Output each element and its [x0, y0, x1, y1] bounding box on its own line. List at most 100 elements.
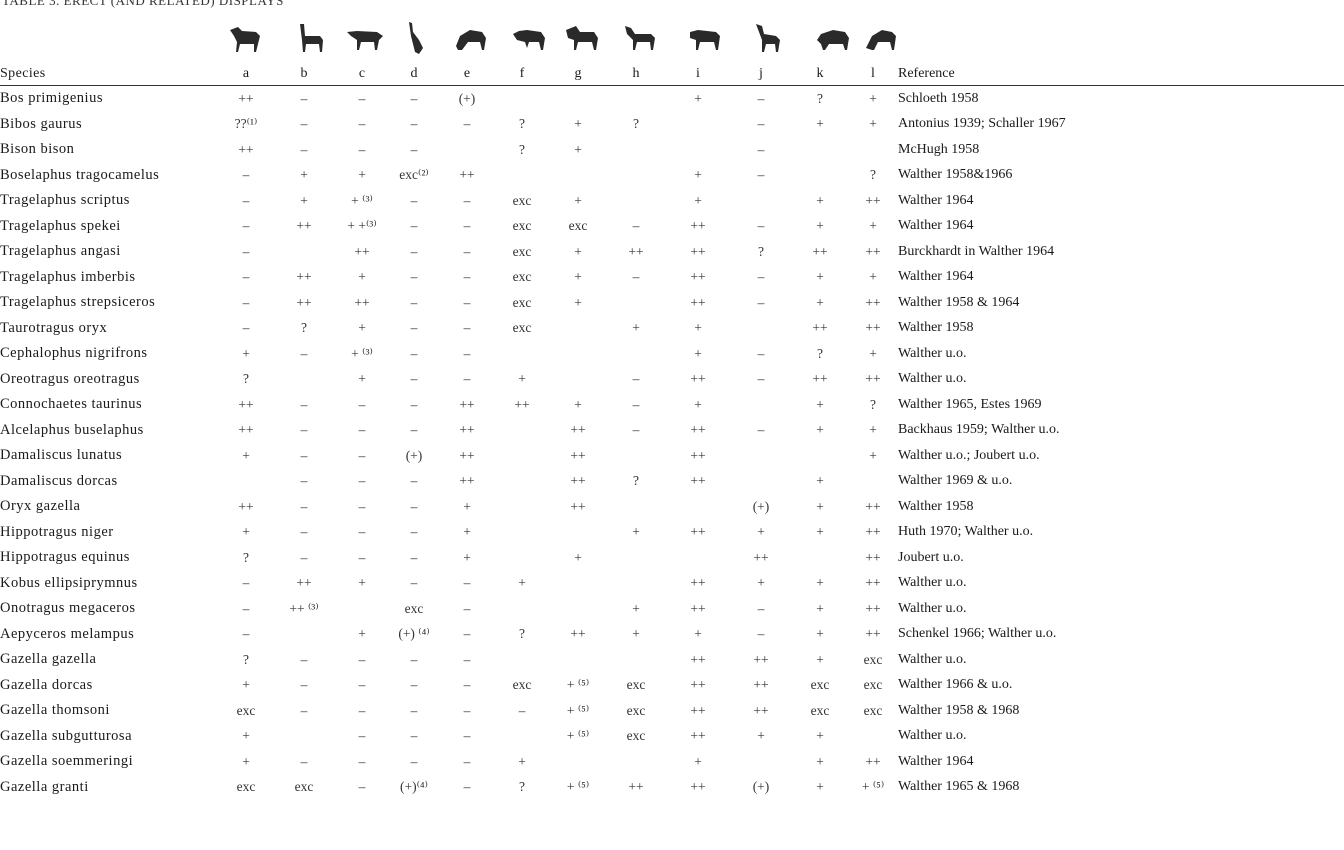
animal-posture-h-icon — [621, 22, 661, 56]
display-cell-i: ++ — [690, 651, 706, 667]
column-header-g: g — [574, 66, 582, 81]
display-cell-b: ++ — [296, 218, 312, 234]
display-cell-l: exc — [863, 702, 883, 718]
table-row: Connochaetes taurinus ++ – – – ++ ++ + – + +? Walth… — [0, 392, 1344, 418]
display-cell-e: + — [463, 498, 471, 514]
display-cell-f: + — [518, 371, 526, 387]
display-cell-i: ++ — [690, 728, 706, 744]
display-cell-f: exc — [512, 192, 532, 208]
animal-posture-c-icon — [345, 22, 385, 56]
table-row: Damaliscus dorcas – – – ++ ++? ++ + Walther 1969… — [0, 469, 1344, 495]
display-cell-a: – — [242, 294, 250, 310]
display-cell-d: – — [410, 524, 418, 540]
reference-citation: Walther u.o. — [898, 600, 967, 616]
display-cell-l: ++ — [865, 243, 881, 259]
display-cell-i — [666, 545, 730, 571]
table-row: Bibos gaurus ??⁽¹⁾ – – – –? +? – + + Antonius 1939… — [0, 112, 1344, 138]
animal-posture-e-icon — [450, 22, 490, 56]
species-name: Tragelaphus spekei — [0, 217, 121, 234]
display-cell-j: ++ — [753, 651, 769, 667]
display-cell-a: ??⁽¹⁾ — [234, 116, 258, 132]
display-cell-g — [550, 316, 606, 342]
display-cell-b: – — [300, 549, 308, 565]
species-name: Bos primigenius — [0, 90, 103, 107]
column-header-f: f — [519, 66, 525, 81]
species-name: Aepyceros melampus — [0, 625, 135, 642]
display-cell-k: + — [816, 422, 824, 438]
table-row: Hippotragus niger + – – – + + ++ + + ++ Huth 1970; … — [0, 520, 1344, 546]
display-cell-h: – — [632, 422, 640, 438]
table-row: Gazella thomsoni exc – – – – – + ⁽⁵⁾ exc ++ ++ exc e… — [0, 698, 1344, 724]
display-cell-k: + — [816, 269, 824, 285]
display-cell-g: + — [574, 192, 582, 208]
display-cell-b — [272, 724, 336, 750]
display-cell-k: exc — [810, 677, 830, 693]
display-cell-i: ++ — [690, 447, 706, 463]
display-cell-l: ++ — [865, 371, 881, 387]
display-cell-i: + — [694, 396, 702, 412]
display-cell-e: – — [463, 269, 471, 285]
display-cell-e: ++ — [459, 447, 475, 463]
species-name: Taurotragus oryx — [0, 319, 108, 336]
display-cell-k — [792, 545, 848, 571]
display-cell-k: + — [816, 116, 824, 132]
display-cell-f — [494, 86, 550, 112]
display-cell-f: exc — [512, 677, 532, 693]
reference-citation: Walther 1964 — [898, 269, 974, 285]
display-cell-l: exc — [863, 651, 883, 667]
display-cell-d: – — [410, 116, 418, 132]
display-cell-k — [792, 443, 848, 469]
column-header-b: b — [300, 66, 308, 81]
reference-citation: Walther 1958 — [898, 320, 974, 336]
table-row: Oreotragus oreotragus? + – – + – ++ – ++ ++ Walthe… — [0, 367, 1344, 393]
display-cell-f: ? — [519, 141, 525, 157]
display-cell-i: + — [694, 626, 702, 642]
display-cell-c: ++ — [354, 243, 370, 259]
display-cell-h: ++ — [628, 243, 644, 259]
species-name: Cephalophus nigrifrons — [0, 345, 148, 362]
display-cell-f: exc — [512, 320, 532, 336]
display-cell-j: – — [757, 294, 765, 310]
display-cell-b: – — [300, 473, 308, 489]
display-cell-l: ++ — [865, 753, 881, 769]
display-cell-e: + — [463, 524, 471, 540]
species-name: Connochaetes taurinus — [0, 396, 143, 413]
display-cell-d: – — [410, 294, 418, 310]
column-header-c: c — [358, 66, 366, 81]
display-cell-b: ++ — [296, 269, 312, 285]
column-header-i: i — [696, 66, 700, 81]
display-cell-i — [666, 137, 730, 163]
species-name: Hippotragus equinus — [0, 549, 130, 566]
reference-citation: Walther 1965, Estes 1969 — [898, 396, 1042, 412]
display-cell-i — [666, 112, 730, 138]
display-cell-h: + — [632, 626, 640, 642]
species-name: Gazella thomsoni — [0, 702, 110, 719]
table-row: Alcelaphus buselaphus ++ – – – ++ ++ – ++ – + + Back… — [0, 418, 1344, 444]
display-cell-a: – — [242, 269, 250, 285]
display-cell-c: – — [358, 498, 366, 514]
displays-table: Species a b c d e f g h i j k l Referenc… — [0, 58, 1344, 800]
display-cell-d: – — [410, 651, 418, 667]
species-name: Boselaphus tragocamelus — [0, 166, 160, 183]
display-cell-l: ++ — [865, 192, 881, 208]
species-name: Kobus ellipsiprymnus — [0, 574, 138, 591]
animal-posture-k-icon — [813, 22, 853, 56]
display-cell-i: ++ — [690, 779, 706, 795]
display-cell-g: ++ — [570, 626, 586, 642]
display-cell-l — [848, 137, 898, 163]
display-cell-j: – — [757, 422, 765, 438]
display-cell-g: + — [574, 294, 582, 310]
display-cell-f: exc — [512, 218, 532, 234]
display-cell-b: ++ — [296, 575, 312, 591]
species-name: Damaliscus lunatus — [0, 447, 123, 464]
display-cell-l: ++ — [865, 626, 881, 642]
display-cell-a: + — [242, 728, 250, 744]
display-cell-e: – — [463, 371, 471, 387]
display-cell-d: – — [410, 243, 418, 259]
display-cell-e: – — [463, 116, 471, 132]
display-cell-a: ? — [243, 549, 249, 565]
display-cell-i: + — [694, 753, 702, 769]
reference-citation: Backhaus 1959; Walther u.o. — [898, 422, 1060, 438]
display-cell-c: – — [358, 753, 366, 769]
display-cell-l — [848, 724, 898, 750]
